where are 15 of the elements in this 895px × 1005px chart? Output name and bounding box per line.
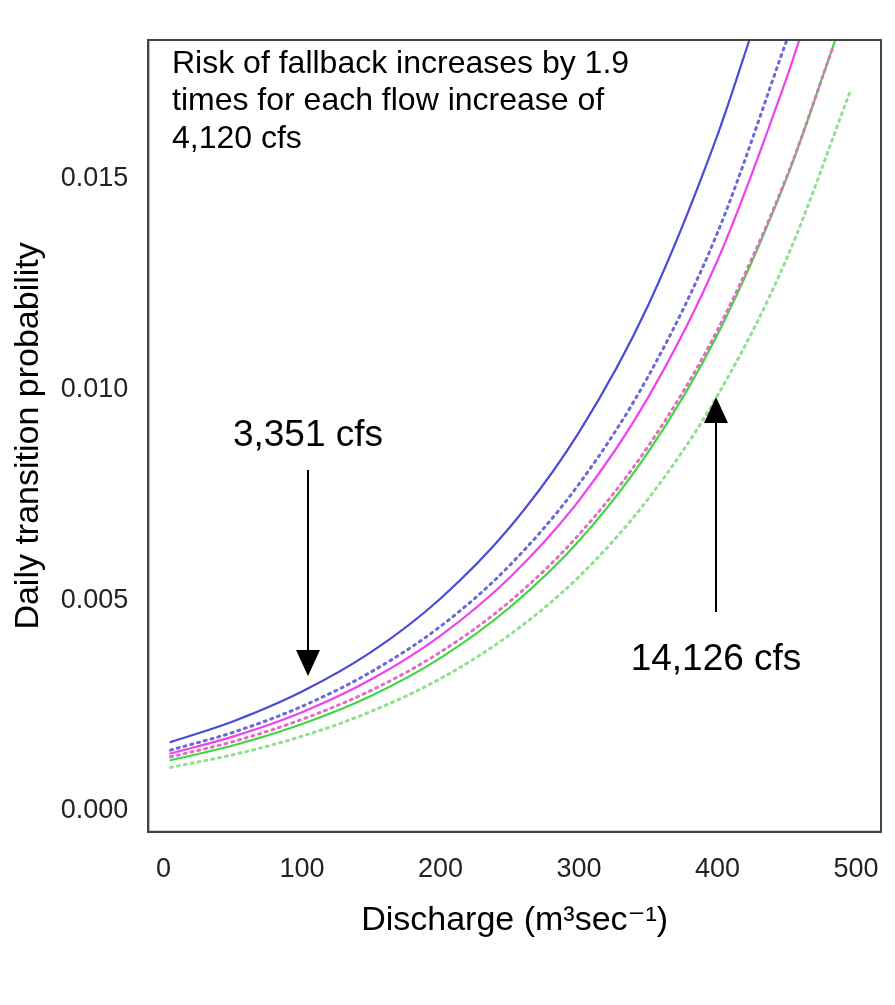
y-tick-label: 0.010 bbox=[60, 373, 129, 404]
y-axis-title: Daily transition probability bbox=[6, 242, 45, 630]
x-tick-label: 500 bbox=[833, 853, 879, 884]
annotation: Risk of fallback increases by 1.9 times for each flow increase of 4,120 cfs bbox=[172, 44, 631, 157]
x-tick-label: 0 bbox=[156, 853, 172, 884]
y-tick-label: 0.000 bbox=[60, 794, 129, 825]
annotation: 3,351 cfs bbox=[231, 412, 385, 456]
x-axis-title: Discharge (m³sec⁻¹) bbox=[361, 898, 669, 937]
annotation: 14,126 cfs bbox=[629, 636, 803, 680]
y-tick-label: 0.005 bbox=[60, 583, 129, 614]
x-tick-label: 100 bbox=[279, 853, 325, 884]
x-tick-label: 200 bbox=[418, 853, 464, 884]
x-tick-label: 300 bbox=[556, 853, 602, 884]
y-tick-label: 0.015 bbox=[60, 162, 129, 193]
x-tick-label: 400 bbox=[695, 853, 741, 884]
